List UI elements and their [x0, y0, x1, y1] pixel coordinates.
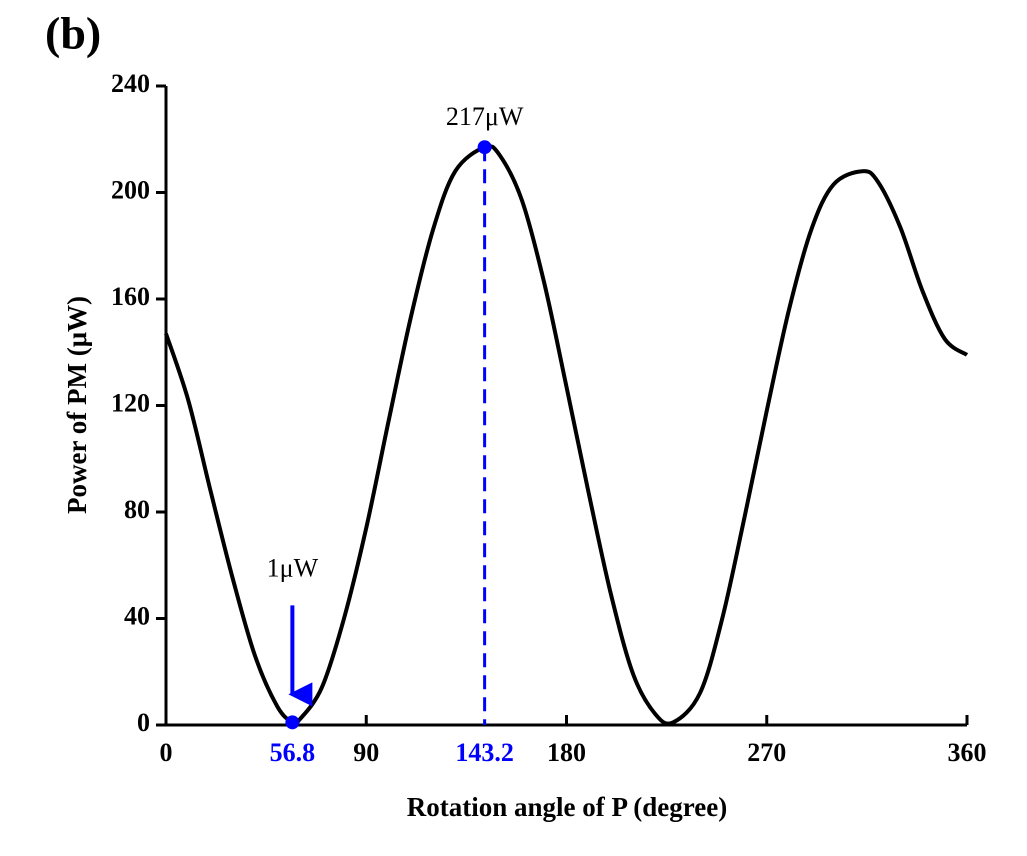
x-axis-label: Rotation angle of P (degree) [407, 792, 727, 822]
x-tick-label: 360 [948, 738, 987, 767]
point [477, 140, 492, 155]
y-tick-label: 160 [111, 282, 150, 311]
x-tick-label: 90 [353, 738, 379, 767]
annotation: 1μW [267, 553, 319, 582]
y-tick-label: 0 [137, 708, 150, 737]
x-tick-label: 270 [747, 738, 786, 767]
y-tick-label: 80 [124, 495, 150, 524]
panel-label: (b) [45, 8, 101, 59]
x-tick-label: 180 [547, 738, 586, 767]
y-tick-label: 200 [111, 175, 150, 204]
y-tick-label: 40 [124, 601, 150, 630]
y-axis-label: Power of PM (μW) [62, 296, 92, 514]
highlight-x-label: 143.2 [455, 738, 514, 767]
annotation: 217μW [446, 102, 524, 131]
highlight-x-label: 56.8 [270, 738, 316, 767]
point [285, 715, 300, 730]
x-tick-label: 0 [160, 738, 173, 767]
line [164, 144, 969, 727]
y-tick-label: 120 [111, 388, 150, 417]
y-tick-label: 240 [111, 69, 150, 98]
